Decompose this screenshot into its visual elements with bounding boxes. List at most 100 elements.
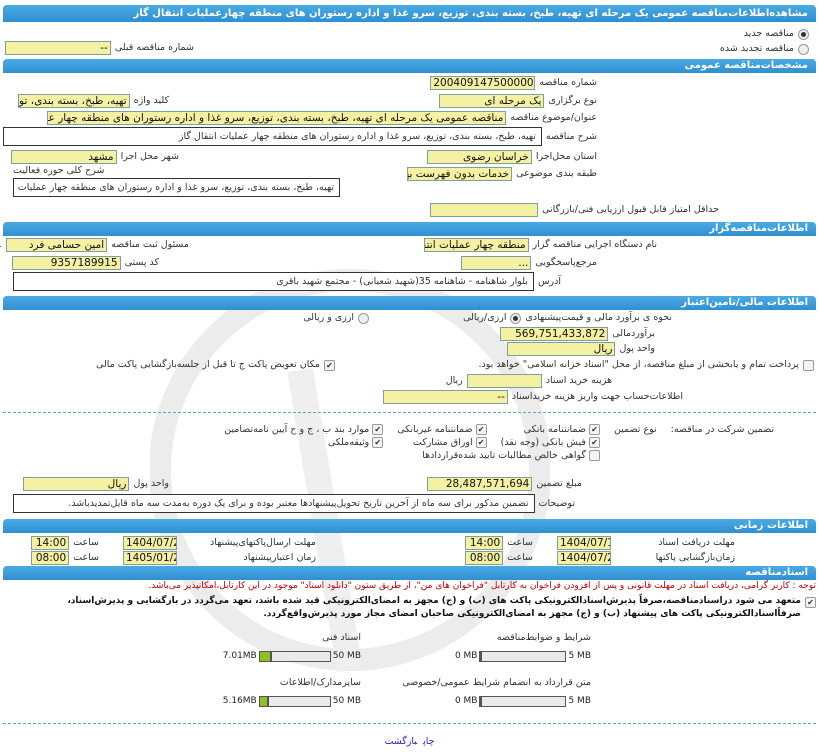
city-row: شهر محل اجرا مشهد (10, 150, 179, 164)
opening-date-field[interactable]: 1404/07/27 (557, 551, 611, 565)
currency-field[interactable]: ریال (507, 342, 616, 356)
guarantee-notes-label: توضیحات (538, 497, 575, 509)
doc-deadline-date-field[interactable]: 1404/07/16 (557, 536, 611, 550)
file-size-progress-fill (259, 696, 269, 706)
back-link[interactable]: بازگشت (384, 736, 418, 747)
file-size-row: 0 MB 5 MB (371, 695, 591, 707)
file-item: سایرمدارک/اطلاعات 5.16MB 50 MB (141, 676, 361, 707)
subject-label: عنوان/موضوع مناقصه (510, 112, 597, 123)
guarantee-options-grid: تضمین شرکت در مناقصه: نوع تضمین ✔ ضمانتنا… (224, 423, 774, 462)
currency-row: واحد پول ریال (507, 342, 655, 356)
submit-deadline-date-field[interactable]: 1404/07/26 (123, 536, 177, 550)
doc-deadline-time-field[interactable]: 14:00 (465, 536, 504, 550)
file-size-progress-bar (258, 650, 331, 662)
validity-date-field[interactable]: 1405/01/27 (123, 551, 177, 565)
subject-field[interactable]: مناقصه عمومی یک مرحله ای تهیه، طبخ، بسته… (47, 111, 507, 125)
file-label: سایرمدارک/اطلاعات (279, 677, 361, 688)
holding-type-field[interactable]: یک مرحله ای (439, 94, 545, 108)
guarantee-option-label: وثیقه‌ملکی (327, 436, 370, 448)
both-currency-radio[interactable] (358, 312, 370, 324)
keyword-row: کلید واژه تهیه، طبخ، بسته بندی، توزیع (17, 94, 169, 108)
registrar-field[interactable]: امین حسامی فرد (6, 238, 108, 252)
new-tender-label: مناقصه جدید (743, 28, 794, 39)
guarantee-option-label: گواهی خالص مطالبات تایید شده‌قراردادها (422, 449, 586, 461)
document-files-grid: شرایط و ضوابط‌مناقصه 0 MB 5 MB اسناد فنی 7.… (3, 631, 591, 707)
guarantee-option-checkbox[interactable]: ✔ (588, 424, 600, 435)
city-field[interactable]: مشهد (10, 150, 117, 164)
previous-tender-number-field[interactable]: -- (4, 41, 111, 55)
activity-label: شرح کلی حوزه فعالیت (13, 165, 105, 176)
address-label: آدرس (537, 275, 561, 287)
registrar-more-button[interactable]: ... (0, 238, 2, 252)
new-tender-option[interactable]: مناقصه جدید (744, 27, 809, 41)
renewed-tender-option[interactable]: مناقصه تجدید شده (720, 42, 809, 56)
file-used-size: 0 MB (454, 651, 478, 661)
estimate-field[interactable]: 569,751,433,872 (500, 327, 609, 341)
commitment-text-line2: پیشنهاد (ب) و (ج) مجهز به امضای‌الکترونی… (263, 609, 658, 619)
file-size-row: 5.16MB 50 MB (141, 695, 361, 707)
both-currency-label: ارزی و ریالی (303, 312, 355, 323)
doc-fee-field[interactable] (466, 374, 542, 388)
page-title: مشاهده‌اطلاعات‌مناقصه عمومی یک مرحله ای … (133, 8, 808, 19)
tender-number-field[interactable]: 2004091475000009 (430, 76, 536, 90)
min-score-row: حداقل امتیاز قابل قبول ارزیابی فنی/بازرگ… (430, 203, 719, 217)
opening-label: زمان‌بازگشایی پاکتها (655, 552, 735, 563)
file-label: متن قرارداد به انضمام شرایط عمومی/خصوصی (402, 677, 591, 688)
treasury-row: پرداخت تمام و یابخشی از مبلغ مناقصه، از … (478, 358, 814, 372)
file-size-progress-bar (479, 695, 567, 707)
guarantee-option-checkbox[interactable]: ✔ (475, 424, 487, 435)
guarantee-option-checkbox[interactable]: ✔ (475, 437, 487, 448)
holding-type-label: نوع برگزاری (548, 95, 597, 106)
previous-tender-number-label: شماره مناقصه قبلی (114, 42, 194, 53)
tender-number-label: شماره مناقصه (539, 77, 597, 88)
renewed-tender-radio[interactable] (798, 43, 809, 55)
guarantee-option-label: اوراق مشارکت (412, 436, 473, 448)
organization-field[interactable]: منطقه چهار عملیات انتقال (423, 238, 529, 252)
reference-field[interactable]: ... (461, 256, 532, 270)
guarantee-option-checkbox[interactable] (588, 450, 600, 461)
guarantee-option-checkbox[interactable]: ✔ (372, 437, 384, 448)
opening-time-field[interactable]: 08:00 (465, 551, 504, 565)
submit-deadline-time-field[interactable]: 14:00 (31, 536, 70, 550)
guarantee-option-checkbox[interactable]: ✔ (588, 437, 600, 448)
estimate-label: برآوردمالی (612, 328, 655, 339)
page-title-bar: مشاهده‌اطلاعات‌مناقصه عمومی یک مرحله ای … (3, 5, 816, 22)
guarantee-label: تضمین شرکت در مناقصه: (670, 423, 774, 435)
guarantee-option-label: ضمانتنامه غیربانکی (397, 423, 473, 435)
guarantee-option-label: فیش بانکی (وجه نقد) (500, 436, 586, 448)
print-link[interactable]: چاپ (423, 736, 435, 747)
province-row: استان محل‌اجرا خراسان رضوی (426, 150, 597, 164)
guarantee-currency-field[interactable]: ریال (23, 477, 130, 491)
province-label: استان محل‌اجرا (535, 151, 597, 162)
city-label: شهر محل اجرا (120, 151, 179, 162)
keyword-field[interactable]: تهیه، طبخ، بسته بندی، توزیع (17, 94, 130, 108)
reference-label: مرجع‌پاسخگویی (535, 257, 597, 268)
category-field[interactable]: خدمات بدون فهرست بها (407, 167, 513, 181)
postal-code-field[interactable]: 9357189915 (11, 256, 121, 270)
guarantee-option-label: ضمانتنامه بانکی (523, 423, 586, 435)
time-label: ساعت (73, 552, 99, 563)
guarantee-currency-row: واحد پول ریال (23, 477, 169, 491)
validity-time-field[interactable]: 08:00 (31, 551, 70, 565)
min-score-field[interactable] (430, 203, 539, 217)
account-field[interactable]: -- (382, 390, 508, 404)
treasury-checkbox[interactable] (803, 359, 814, 371)
swap-checkbox[interactable]: ✔ (324, 359, 335, 371)
activity-box: تهیه، طبخ، بسته بندی، توزیع، سرو غذا و ا… (13, 178, 340, 197)
file-max-size: 50 MB (332, 696, 361, 706)
postal-code-label: کد پستی (124, 257, 159, 268)
guarantee-option-checkbox[interactable]: ✔ (372, 424, 384, 435)
postal-code-row: کد پستی 9357189915 (11, 256, 159, 270)
province-field[interactable]: خراسان رضوی (426, 150, 532, 164)
guarantee-amount-field[interactable]: 28,487,571,694 (427, 477, 533, 491)
section-documents: اسنادمناقصه (3, 566, 816, 580)
commitment-checkbox[interactable]: ✔ (805, 597, 816, 608)
guarantee-amount-row: مبلغ تضمین 28,487,571,694 (427, 477, 582, 491)
guarantee-type-label: نوع تضمین (613, 423, 657, 435)
guarantee-notes-box: تضمین مذکور برای سه ماه از آخرین تاریخ ت… (13, 494, 535, 513)
file-label: شرایط و ضوابط‌مناقصه (496, 632, 591, 643)
rial-radio[interactable] (510, 312, 522, 324)
new-tender-radio[interactable] (798, 28, 809, 40)
commitment-text-block: متعهد می شود دراسنادمناقصه،صرفاً پذیرش‌ا… (3, 595, 801, 621)
file-max-size: 5 MB (568, 696, 591, 706)
